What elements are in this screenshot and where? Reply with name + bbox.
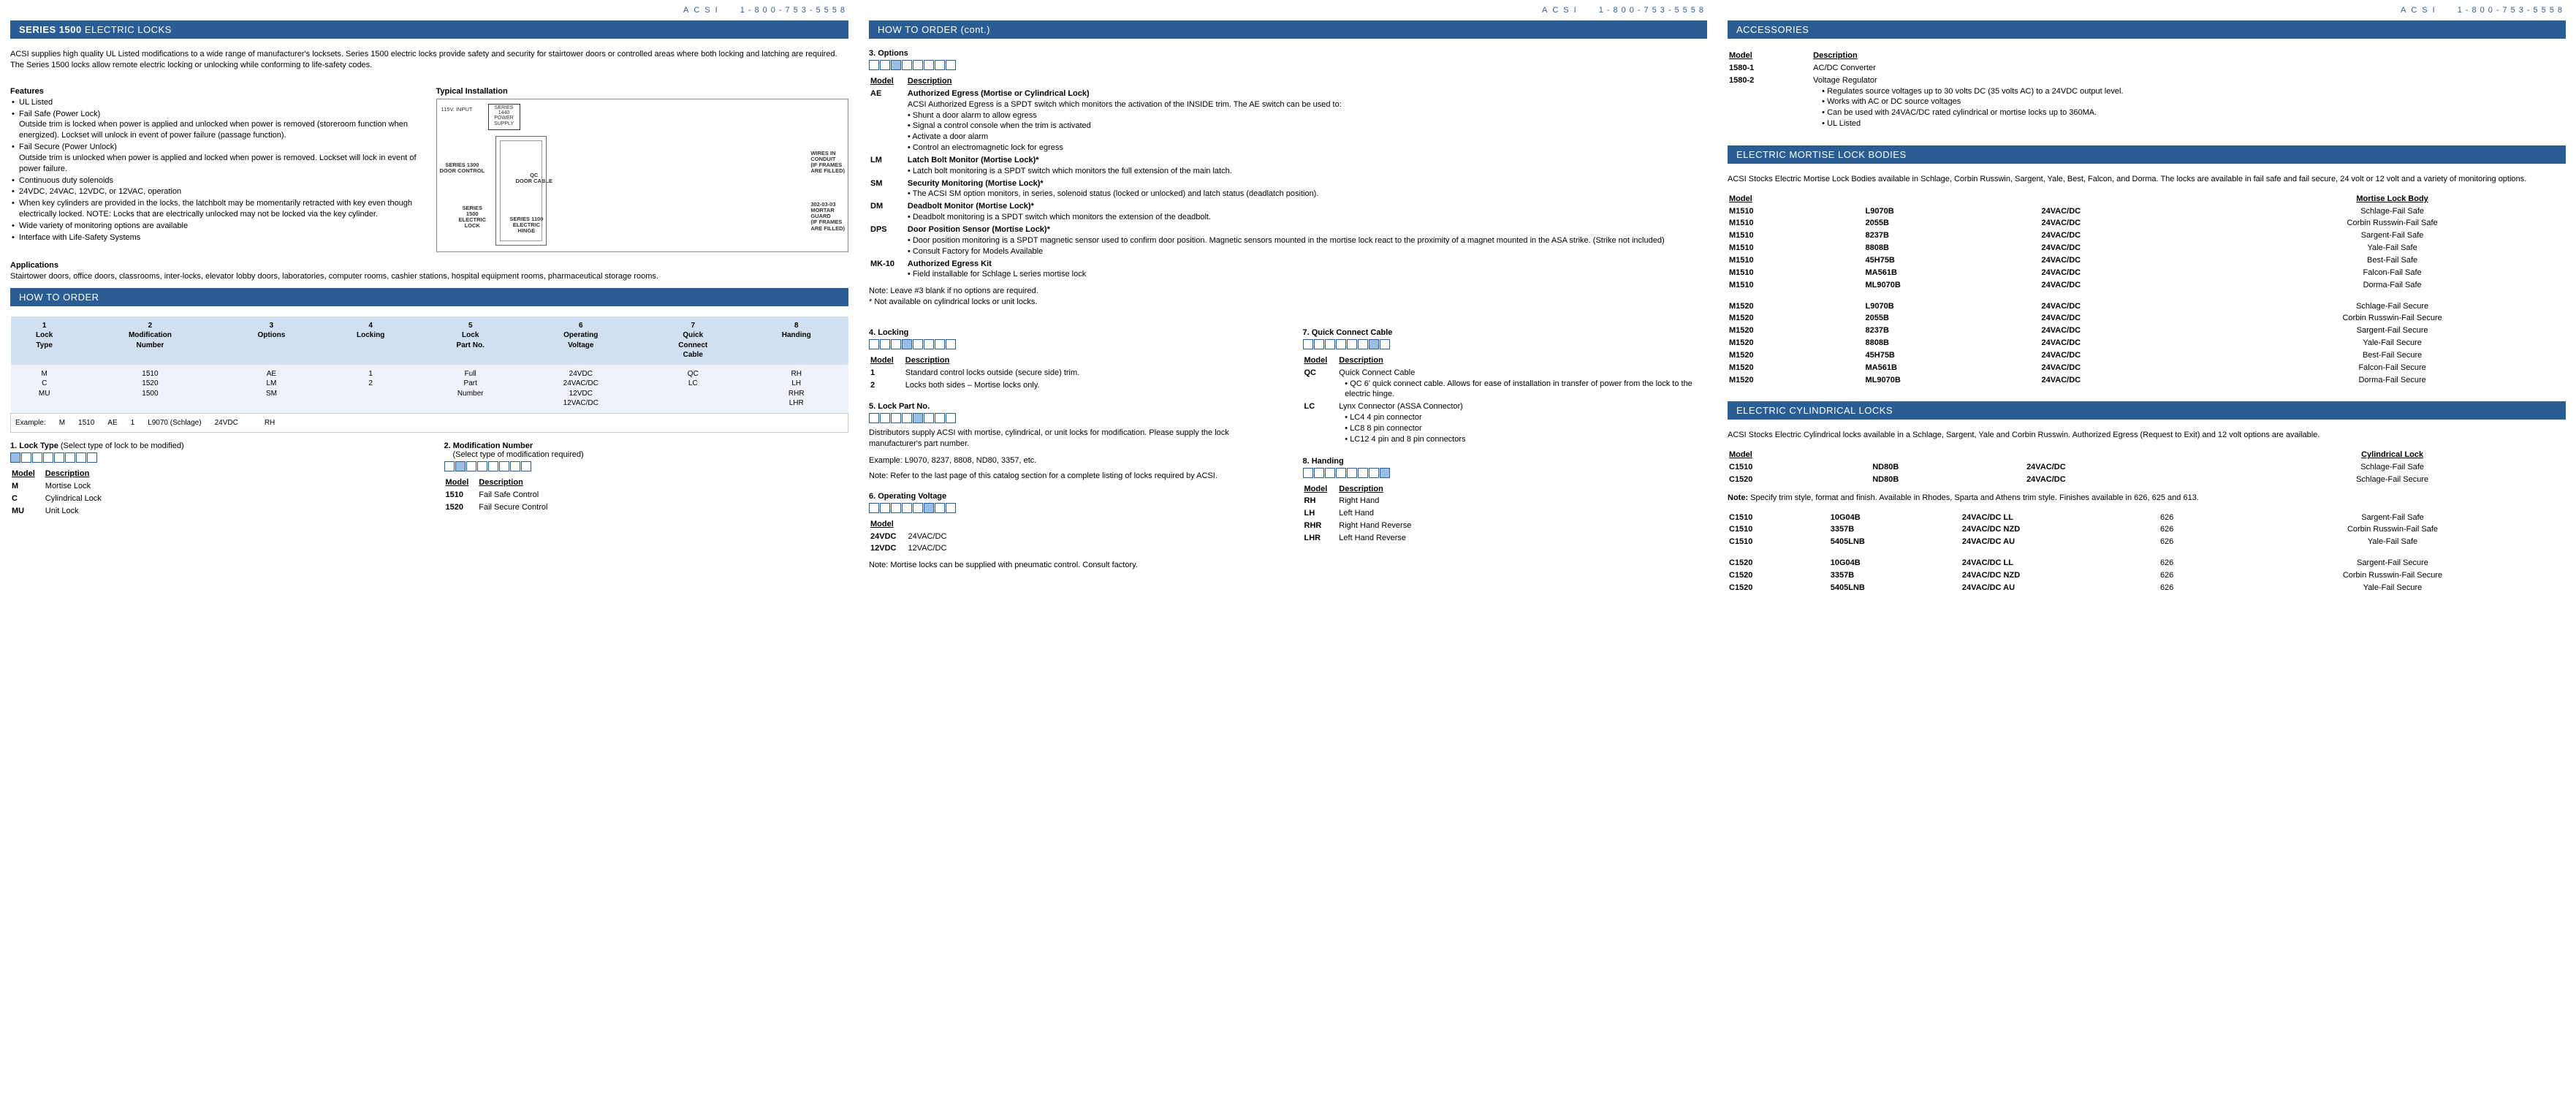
features-block: Features UL ListedFail Safe (Power Lock)…: [10, 81, 423, 252]
how-to-order-cont-bar: HOW TO ORDER (cont.): [869, 20, 1707, 39]
header-phone-3: ACSI 1-800-753-5558: [1728, 6, 2566, 15]
cylindrical-bar: ELECTRIC CYLINDRICAL LOCKS: [1728, 401, 2566, 420]
qc-table: ModelDescription QCQuick Connect Cable• …: [1303, 354, 1708, 447]
locking-boxes: [869, 339, 1274, 349]
mortise-table: ModelMortise Lock Body M1510L9070B24VAC/…: [1728, 192, 2566, 387]
mortise-intro: ACSI Stocks Electric Mortise Lock Bodies…: [1728, 174, 2566, 185]
header-phone-1: ACSI 1-800-753-5558: [10, 6, 848, 15]
feature-item: Fail Safe (Power Lock)Outside trim is lo…: [10, 109, 423, 142]
diagram-1500: SERIES 1500 ELECTRIC LOCK: [459, 205, 487, 230]
mod-num-boxes: [444, 461, 849, 471]
order-table: 1 Lock Type2 Modification Number3 Option…: [10, 317, 848, 433]
options-note: Note: Leave #3 blank if no options are r…: [869, 286, 1707, 308]
options-boxes: [869, 60, 1707, 70]
diagram-mortar: 302-03-03 MORTAR GUARD (IF FRAMES ARE FI…: [810, 202, 845, 232]
voltage-note: Note: Mortise locks can be supplied with…: [869, 560, 1274, 571]
qc-title: 7. Quick Connect Cable: [1303, 328, 1708, 337]
mortise-bar: ELECTRIC MORTISE LOCK BODIES: [1728, 145, 2566, 164]
diagram-1440: SERIES 1440 POWER SUPPLY: [488, 104, 520, 130]
feature-item: 24VDC, 24VAC, 12VDC, or 12VAC, operation: [10, 186, 423, 197]
catalog-page: ACSI 1-800-753-5558 SERIES 1500 ELECTRIC…: [0, 0, 2576, 617]
voltage-boxes: [869, 503, 1274, 513]
accessories-bar: ACCESSORIES: [1728, 20, 2566, 39]
intro-text: ACSI supplies high quality UL Listed mod…: [10, 49, 848, 71]
feature-item: Fail Secure (Power Unlock)Outside trim i…: [10, 142, 423, 175]
applications-text: Stairtower doors, office doors, classroo…: [10, 271, 848, 282]
install-diagram: 115V. INPUT SERIES 1440 POWER SUPPLY SER…: [436, 99, 849, 252]
typical-install-block: Typical Installation 115V. INPUT SERIES …: [436, 81, 849, 252]
options-title: 3. Options: [869, 49, 1707, 58]
series-1500-bar: SERIES 1500 ELECTRIC LOCKS: [10, 20, 848, 39]
handing-table: ModelDescription RHRight HandLHLeft Hand…: [1303, 482, 1424, 545]
column-1: ACSI 1-800-753-5558 SERIES 1500 ELECTRIC…: [10, 6, 848, 595]
voltage-title: 6. Operating Voltage: [869, 492, 1274, 501]
lock-type-section: 1. Lock Type (Select type of lock to be …: [10, 442, 415, 518]
typical-title: Typical Installation: [436, 87, 849, 96]
lock-part-example: Example: L9070, 8237, 8808, ND80, 3357, …: [869, 455, 1274, 466]
lock-type-table: ModelDescription MMortise LockCCylindric…: [10, 467, 112, 518]
column-2: ACSI 1-800-753-5558 HOW TO ORDER (cont.)…: [869, 6, 1707, 595]
feature-item: UL Listed: [10, 97, 423, 108]
lock-part-boxes: [869, 413, 1274, 423]
lock-part-title: 5. Lock Part No.: [869, 402, 1274, 411]
handing-boxes: [1303, 468, 1708, 478]
feature-item: When key cylinders are provided in the l…: [10, 198, 423, 220]
how-to-order-bar: HOW TO ORDER: [10, 288, 848, 306]
lock-part-text: Distributors supply ACSI with mortise, c…: [869, 428, 1274, 450]
cylindrical-intro: ACSI Stocks Electric Cylindrical locks a…: [1728, 430, 2566, 441]
diagram-115v: 115V. INPUT: [441, 107, 473, 113]
accessories-table: ModelDescription 1580-1AC/DC Converter15…: [1728, 49, 2566, 131]
cylindrical-table-1: ModelCylindrical Lock C1510ND80B24VAC/DC…: [1728, 448, 2566, 487]
features-title: Features: [10, 87, 423, 96]
mod-num-title: 2. Modification Number: [444, 442, 533, 450]
voltage-table: Model 24VDC24VAC/DC12VDC12VAC/DC: [869, 518, 958, 556]
brand-label: ACSI: [683, 6, 723, 15]
feature-item: Continuous duty solenoids: [10, 175, 423, 186]
feature-item: Interface with Life-Safety Systems: [10, 232, 423, 243]
header-phone-2: ACSI 1-800-753-5558: [869, 6, 1707, 15]
lock-type-title: 1. Lock Type: [10, 442, 58, 450]
cylindrical-table-2: C151010G04B24VAC/DC LL626Sargent-Fail Sa…: [1728, 511, 2566, 595]
mod-num-table: ModelDescription 1510Fail Safe Control15…: [444, 476, 558, 515]
options-table: ModelDescription AEAuthorized Egress (Mo…: [869, 75, 1707, 281]
locking-table: ModelDescription 1Standard control locks…: [869, 354, 1091, 393]
handing-title: 8. Handing: [1303, 457, 1708, 466]
applications-title: Applications: [10, 261, 848, 270]
lock-part-note: Note: Refer to the last page of this cat…: [869, 471, 1274, 482]
diagram-1300: SERIES 1300 DOOR CONTROL: [440, 162, 485, 175]
lock-type-boxes: [10, 452, 415, 463]
locking-title: 4. Locking: [869, 328, 1274, 337]
features-list: UL ListedFail Safe (Power Lock)Outside t…: [10, 97, 423, 243]
mod-number-section: 2. Modification Number (Select type of m…: [444, 442, 849, 518]
phone-label: 1-800-753-5558: [740, 6, 848, 15]
cylindrical-note: Note: Specify trim style, format and fin…: [1728, 493, 2566, 504]
diagram-wires: WIRES IN CONDUIT (IF FRAMES ARE FILLED): [810, 151, 845, 175]
qc-boxes: [1303, 339, 1708, 349]
example-label: Example:: [15, 418, 46, 428]
feature-item: Wide variety of monitoring options are a…: [10, 221, 423, 232]
column-3: ACSI 1-800-753-5558 ACCESSORIES ModelDes…: [1728, 6, 2566, 595]
